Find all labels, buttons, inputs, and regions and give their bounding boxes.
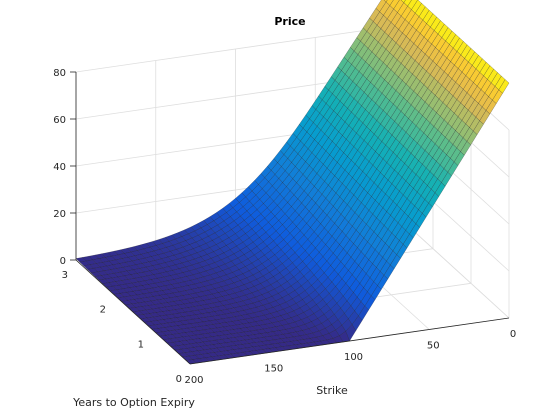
- z-tick-label: 0: [60, 256, 66, 267]
- chart-title: Price: [274, 15, 305, 28]
- x-tick-label: 200: [184, 375, 203, 386]
- x-axis-label: Strike: [316, 384, 348, 397]
- y-tick-label: 2: [100, 305, 106, 316]
- y-tick-label: 3: [62, 270, 68, 281]
- price-surface: [75, 0, 510, 365]
- x-axis-line: [189, 317, 510, 365]
- z-tick-label: 20: [53, 209, 66, 220]
- x-tick-label: 100: [344, 352, 363, 363]
- z-tick-label: 80: [53, 68, 66, 79]
- z-tick-label: 40: [53, 162, 66, 173]
- y-axis-label: Years to Option Expiry: [72, 396, 195, 409]
- x-tick-label: 150: [264, 364, 283, 375]
- wall-grid-line: [75, 25, 396, 73]
- x-tick-label: 0: [510, 329, 516, 340]
- y-tick-label: 1: [138, 339, 144, 350]
- y-tick-label: 0: [176, 374, 182, 385]
- tick-labels: 0 20 40 60 80 0 1 2 3 200 150 100 50 0: [53, 68, 516, 386]
- y-axis-line: [75, 259, 191, 365]
- surface-patch: [383, 0, 388, 3]
- z-tick-label: 60: [53, 115, 66, 126]
- x-tick-label: 50: [427, 341, 440, 352]
